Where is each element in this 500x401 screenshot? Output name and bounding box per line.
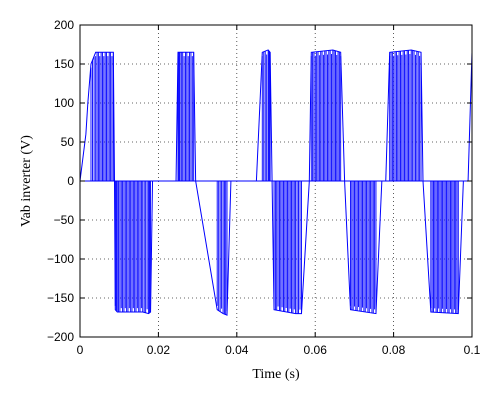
y-tick-label: −200 bbox=[47, 330, 74, 344]
x-axis-label: Time (s) bbox=[252, 367, 300, 382]
x-tick-label: 0 bbox=[77, 343, 84, 357]
signal-series bbox=[79, 49, 473, 316]
y-tick-label: −50 bbox=[54, 213, 75, 227]
x-tick-label: 0.04 bbox=[225, 343, 249, 357]
y-tick-label: −150 bbox=[47, 291, 74, 305]
y-tick-label: 0 bbox=[67, 174, 74, 188]
y-axis-label: Vab inverter (V) bbox=[19, 135, 34, 227]
y-tick-label: 50 bbox=[61, 135, 75, 149]
y-tick-label: −100 bbox=[47, 252, 74, 266]
x-tick-label: 0.08 bbox=[382, 343, 406, 357]
signal-pwm-strokes bbox=[90, 49, 459, 315]
signal-envelope-line bbox=[79, 49, 473, 316]
x-tick-label: 0.1 bbox=[464, 343, 481, 357]
x-tick-label: 0.06 bbox=[304, 343, 328, 357]
x-tick-label: 0.02 bbox=[147, 343, 171, 357]
axis-ticks: 0 0.02 0.04 0.06 0.08 0.1 200 150 100 50 0 −50 −100 −… bbox=[47, 18, 481, 357]
y-tick-label: 200 bbox=[54, 18, 74, 32]
y-tick-label: 150 bbox=[54, 57, 74, 71]
y-tick-label: 100 bbox=[54, 96, 74, 110]
